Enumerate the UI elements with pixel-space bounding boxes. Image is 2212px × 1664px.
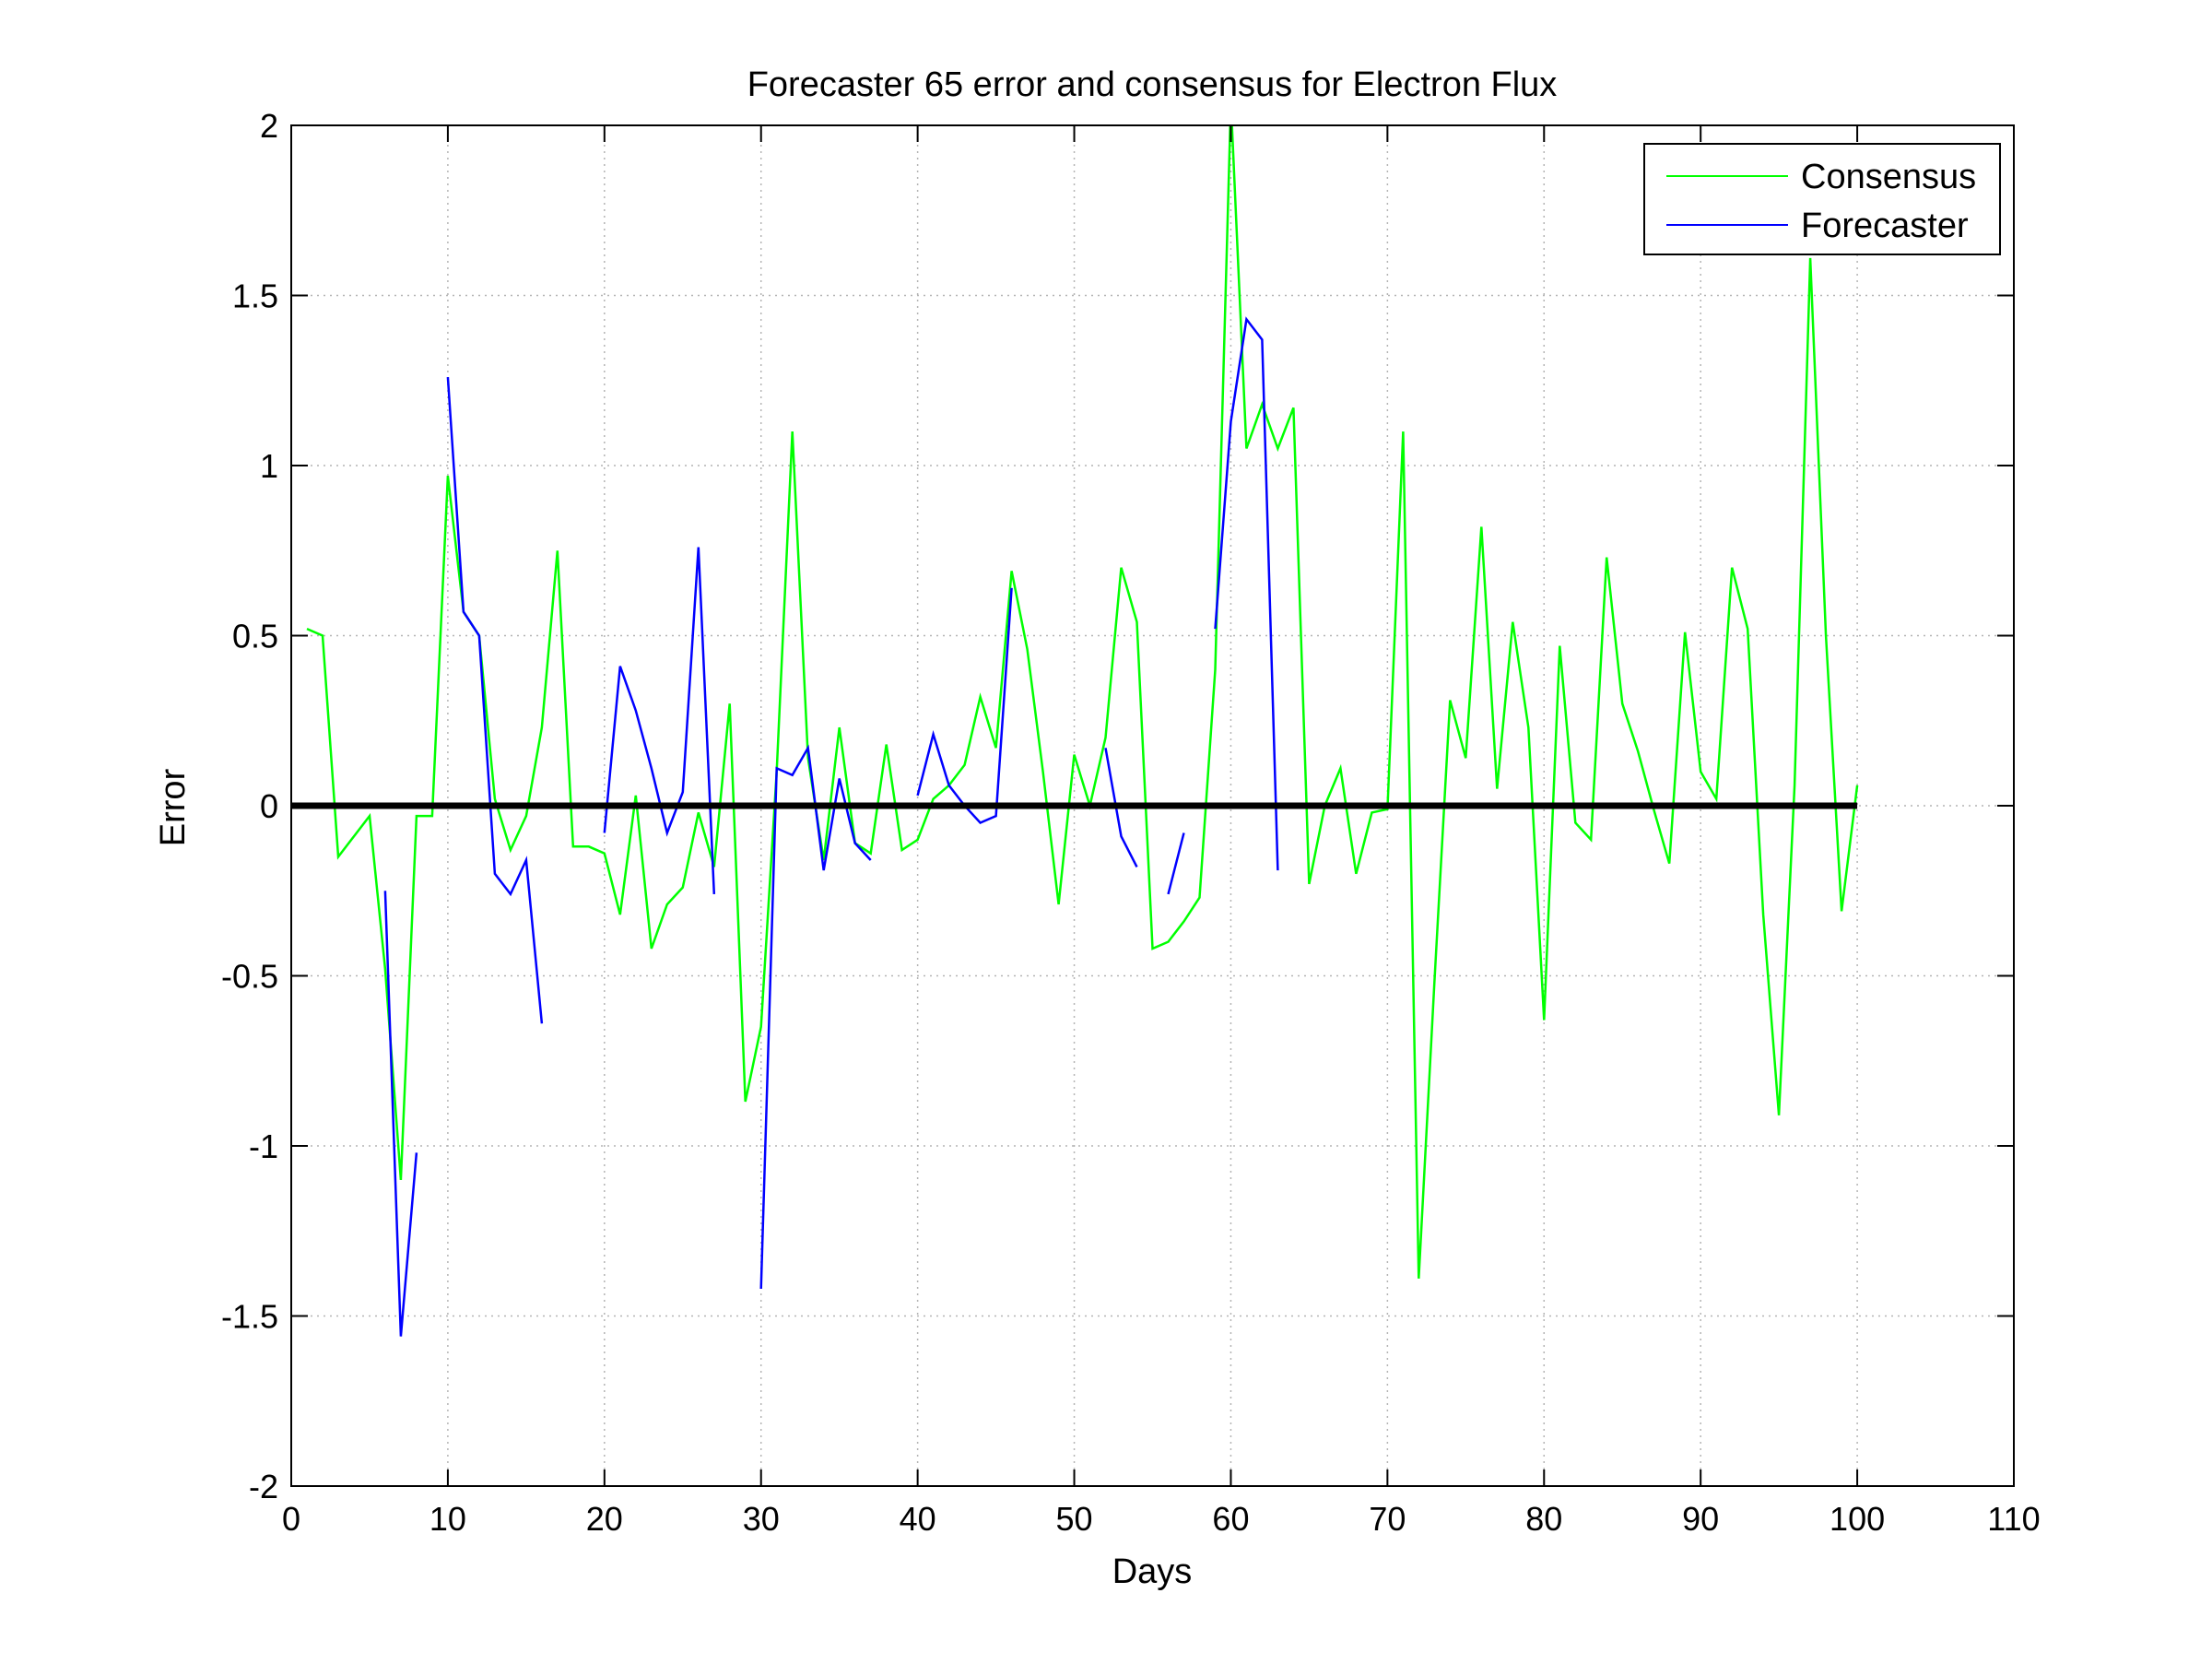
series-line-forecaster-segment	[383, 891, 418, 1337]
x-tick-label: 0	[282, 1500, 300, 1538]
legend-label-consensus: Consensus	[1801, 158, 1976, 196]
x-tick-label: 80	[1525, 1500, 1562, 1538]
legend[interactable]: Consensus Forecaster	[1643, 143, 2001, 255]
series-line-forecaster-segment	[446, 377, 544, 1024]
series-line-forecaster-segment	[759, 744, 872, 1290]
x-tick-label: 70	[1369, 1500, 1406, 1538]
series-line-consensus	[306, 125, 1859, 1279]
y-tick-label: -1	[249, 1127, 278, 1165]
x-tick-label: 30	[743, 1500, 780, 1538]
series-line-forecaster-segment	[1104, 748, 1138, 867]
y-tick-label: 0.5	[232, 618, 278, 655]
x-tick-label: 100	[1830, 1500, 1885, 1538]
y-tick-label: 1.5	[232, 277, 278, 315]
y-tick-label: 0	[260, 787, 278, 825]
legend-label-forecaster: Forecaster	[1801, 207, 1969, 245]
y-tick-label: -1.5	[221, 1298, 278, 1336]
y-tick-label: 2	[260, 107, 278, 145]
x-tick-label: 90	[1682, 1500, 1719, 1538]
y-axis-title: Error	[154, 768, 193, 846]
y-tick-label: -0.5	[221, 958, 278, 996]
x-tick-label: 60	[1212, 1500, 1249, 1538]
x-tick-labels: 0 10 20 30 40 50 60 70 80 90 100 110	[282, 1500, 2041, 1538]
series-line-forecaster-segment	[1214, 316, 1279, 871]
series-lines	[306, 125, 1859, 1337]
grid-lines	[291, 125, 2014, 1486]
y-tick-label: 1	[260, 447, 278, 485]
legend-box	[1643, 143, 2001, 255]
x-tick-label: 40	[900, 1500, 936, 1538]
y-tick-labels: -2 -1.5 -1 -0.5 0 0.5 1 1.5 2	[221, 107, 278, 1505]
x-axis-title: Days	[1112, 1552, 1193, 1591]
series-line-forecaster-segment	[603, 547, 716, 894]
axis-ticks	[290, 124, 2015, 1487]
x-tick-label: 50	[1056, 1500, 1093, 1538]
y-tick-label: -2	[249, 1468, 278, 1505]
series-line-forecaster-segment	[1167, 832, 1185, 895]
x-tick-label: 110	[1987, 1500, 2040, 1538]
x-tick-label: 10	[429, 1500, 466, 1538]
chart-title: Forecaster 65 error and consensus for El…	[747, 65, 1558, 104]
x-tick-label: 20	[586, 1500, 623, 1538]
